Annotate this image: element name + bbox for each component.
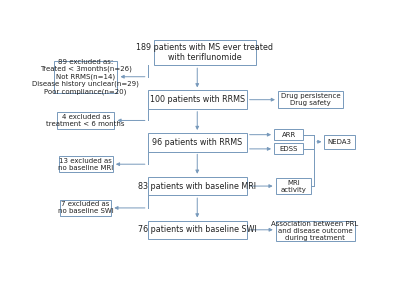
FancyBboxPatch shape <box>148 90 247 109</box>
Text: MRI
activity: MRI activity <box>280 179 306 193</box>
Text: EDSS: EDSS <box>280 146 298 152</box>
Text: Drug persistence
Drug safety: Drug persistence Drug safety <box>280 93 340 106</box>
FancyBboxPatch shape <box>60 200 111 216</box>
FancyBboxPatch shape <box>148 220 247 239</box>
Text: 96 patients with RRMS: 96 patients with RRMS <box>152 138 242 147</box>
Text: 76 patients with baseline SWI: 76 patients with baseline SWI <box>138 225 257 234</box>
Text: 7 excluded as
no baseline SWI: 7 excluded as no baseline SWI <box>58 201 114 214</box>
FancyBboxPatch shape <box>54 61 118 93</box>
Text: 4 excluded as
treatment < 6 months: 4 excluded as treatment < 6 months <box>46 114 125 127</box>
Text: 100 patients with RRMS: 100 patients with RRMS <box>150 95 245 104</box>
Text: 189 patients with MS ever treated
with teriflunomide: 189 patients with MS ever treated with t… <box>136 43 274 62</box>
Text: Association between PRL
and disease outcome
during treatment: Association between PRL and disease outc… <box>272 221 359 241</box>
Text: 83 patients with baseline MRI: 83 patients with baseline MRI <box>138 181 256 191</box>
FancyBboxPatch shape <box>276 178 311 194</box>
FancyBboxPatch shape <box>58 156 113 172</box>
FancyBboxPatch shape <box>148 133 247 152</box>
FancyBboxPatch shape <box>278 91 343 108</box>
FancyBboxPatch shape <box>324 135 355 149</box>
Text: 13 excluded as
no baseline MRI: 13 excluded as no baseline MRI <box>58 158 113 171</box>
FancyBboxPatch shape <box>154 40 256 65</box>
Text: ARR: ARR <box>282 132 296 138</box>
FancyBboxPatch shape <box>57 112 114 129</box>
Text: 89 excluded as:
Treated < 3months(n=26)
Not RRMS(n=14)
Disease history unclear(n: 89 excluded as: Treated < 3months(n=26) … <box>32 59 139 95</box>
FancyBboxPatch shape <box>276 220 354 241</box>
Text: NEDA3: NEDA3 <box>328 139 352 145</box>
FancyBboxPatch shape <box>274 129 304 140</box>
FancyBboxPatch shape <box>148 177 247 195</box>
FancyBboxPatch shape <box>274 143 304 154</box>
